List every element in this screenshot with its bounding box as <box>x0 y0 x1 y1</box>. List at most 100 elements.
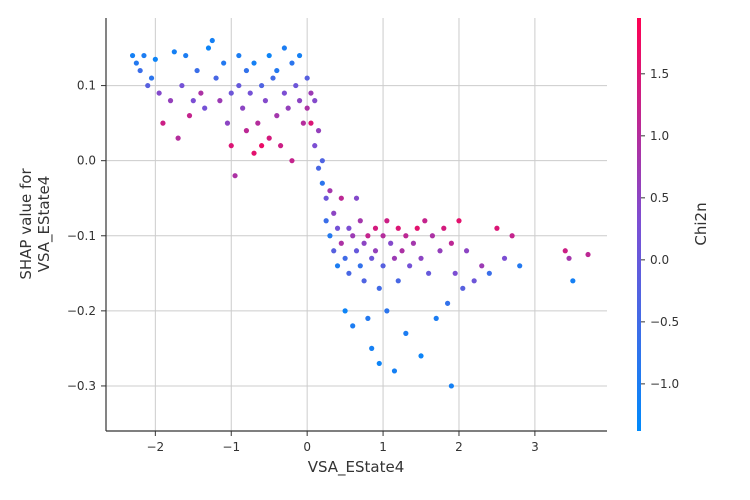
colorbar-tick-label: 1.0 <box>650 129 669 143</box>
data-point <box>407 263 413 269</box>
colorbar-tick-label: −1.0 <box>650 377 679 391</box>
data-point <box>133 60 139 66</box>
data-point <box>403 233 409 239</box>
data-point <box>448 383 454 389</box>
colorbar-tick-label: 0.5 <box>650 191 669 205</box>
data-point <box>312 143 318 149</box>
data-point <box>236 82 242 89</box>
data-point <box>213 75 219 81</box>
data-point <box>338 240 344 246</box>
data-point <box>342 308 348 314</box>
data-point <box>308 90 314 96</box>
data-point <box>456 218 462 224</box>
data-point <box>152 56 158 62</box>
data-point <box>334 225 341 231</box>
data-point <box>338 195 344 201</box>
data-point <box>251 150 257 156</box>
data-point <box>327 233 333 239</box>
data-point <box>486 270 492 276</box>
data-point <box>179 82 185 89</box>
data-point <box>202 105 208 111</box>
data-point <box>190 98 196 104</box>
data-point <box>156 90 162 96</box>
colorbar-ticks: −1.0 −0.5 0.0 0.5 1.0 1.5 <box>641 67 679 391</box>
data-point <box>259 82 265 89</box>
data-point <box>183 52 189 59</box>
data-point <box>296 52 303 59</box>
data-point <box>315 165 322 171</box>
colorbar-label: Chi2n <box>692 202 710 245</box>
data-point <box>262 98 269 104</box>
data-point <box>194 67 200 74</box>
data-point <box>300 120 306 126</box>
data-point <box>361 278 367 284</box>
data-point <box>319 158 325 164</box>
data-point <box>323 195 329 201</box>
data-point <box>388 240 394 246</box>
y-tick-label: 0.0 <box>77 154 96 168</box>
data-point <box>353 248 360 254</box>
data-point <box>304 105 310 111</box>
data-point <box>228 143 234 149</box>
data-point <box>391 255 398 261</box>
grid-lines <box>106 18 607 431</box>
data-point <box>414 225 420 231</box>
data-point <box>361 240 367 246</box>
y-ticks: −0.3 −0.2 −0.1 0.0 0.1 <box>67 79 106 393</box>
data-point <box>479 263 485 269</box>
colorbar-tick-label: 0.0 <box>650 253 669 267</box>
data-point <box>274 113 280 119</box>
data-point <box>281 45 287 51</box>
data-point <box>501 255 508 261</box>
scatter-points <box>129 37 591 389</box>
data-point <box>334 263 341 269</box>
data-point <box>350 323 356 329</box>
data-point <box>141 52 147 59</box>
data-point <box>426 270 432 276</box>
data-point <box>205 45 212 51</box>
colorbar-tick-label: −0.5 <box>650 315 679 329</box>
data-point <box>441 225 447 231</box>
data-point <box>312 98 318 104</box>
data-point <box>350 233 356 239</box>
y-axis-label-line-2: VSA_EState4 <box>35 176 54 273</box>
data-point <box>494 225 500 231</box>
data-point <box>384 308 390 314</box>
data-point <box>160 120 166 126</box>
data-point <box>357 263 363 269</box>
data-point <box>391 368 398 374</box>
data-point <box>228 90 234 96</box>
data-point <box>243 128 250 134</box>
data-point <box>217 98 223 104</box>
data-point <box>281 90 287 96</box>
data-point <box>418 353 424 359</box>
data-point <box>148 75 155 81</box>
x-tick-label: −2 <box>146 440 164 454</box>
data-point <box>236 52 242 59</box>
data-point <box>372 248 379 254</box>
colorbar <box>637 18 641 431</box>
data-point <box>308 120 314 126</box>
data-point <box>380 233 386 239</box>
data-point <box>221 60 227 66</box>
data-point <box>570 278 576 284</box>
x-tick-label: 2 <box>455 440 463 454</box>
axes <box>105 18 607 432</box>
data-point <box>331 210 337 216</box>
data-point <box>463 248 470 254</box>
data-point <box>289 158 295 164</box>
data-point <box>304 75 310 81</box>
data-point <box>266 135 272 141</box>
data-point <box>145 82 151 89</box>
data-point <box>346 225 352 231</box>
data-point <box>346 270 352 276</box>
data-point <box>175 135 181 141</box>
data-point <box>410 240 417 246</box>
data-point <box>422 218 428 224</box>
data-point <box>460 285 466 291</box>
data-point <box>331 248 337 254</box>
data-point <box>259 143 265 149</box>
data-point <box>129 52 136 59</box>
data-point <box>289 60 295 66</box>
